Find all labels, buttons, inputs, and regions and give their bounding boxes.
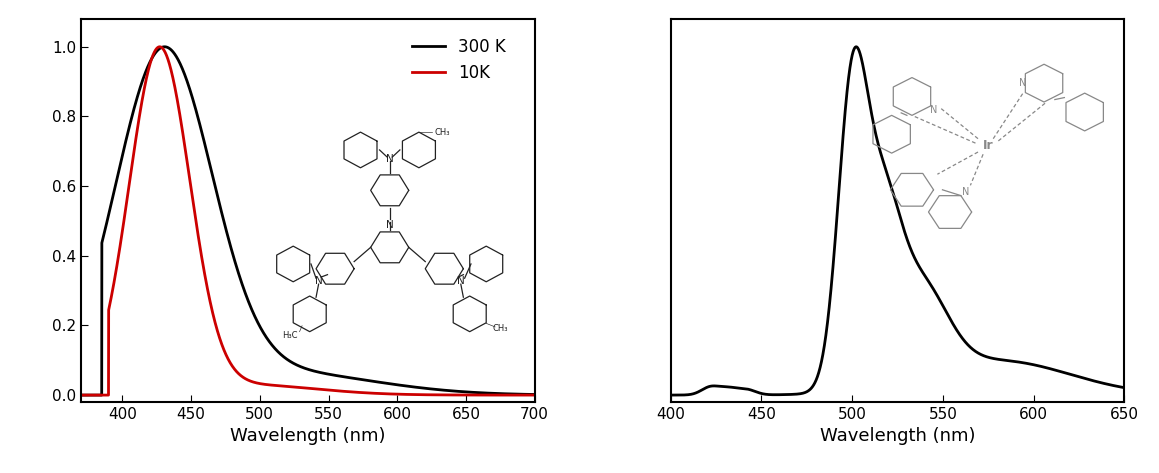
10K: [471, 392, 484, 398]
10K: [527, 392, 541, 398]
10K: [153, 44, 167, 50]
10K: [268, 383, 282, 388]
10K: [519, 392, 533, 398]
300 K: [268, 346, 282, 351]
10K: [126, 157, 140, 162]
Line: 300 K: 300 K: [81, 47, 534, 395]
300 K: [126, 110, 140, 116]
Line: 10K: 10K: [81, 47, 534, 395]
10K: [153, 44, 167, 50]
10K: [248, 380, 262, 385]
300 K: [248, 315, 262, 320]
300 K: [519, 392, 533, 397]
X-axis label: Wavelength (nm): Wavelength (nm): [231, 428, 386, 446]
300 K: [527, 392, 541, 397]
Legend: 300 K, 10K: 300 K, 10K: [404, 31, 512, 89]
300 K: [471, 390, 484, 395]
300 K: [158, 44, 172, 50]
10K: [74, 392, 88, 398]
300 K: [74, 392, 88, 398]
300 K: [153, 45, 167, 51]
X-axis label: Wavelength (nm): Wavelength (nm): [819, 428, 975, 446]
